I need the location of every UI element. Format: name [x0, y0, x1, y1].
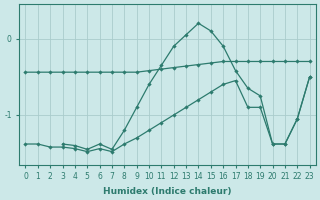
- X-axis label: Humidex (Indice chaleur): Humidex (Indice chaleur): [103, 187, 232, 196]
